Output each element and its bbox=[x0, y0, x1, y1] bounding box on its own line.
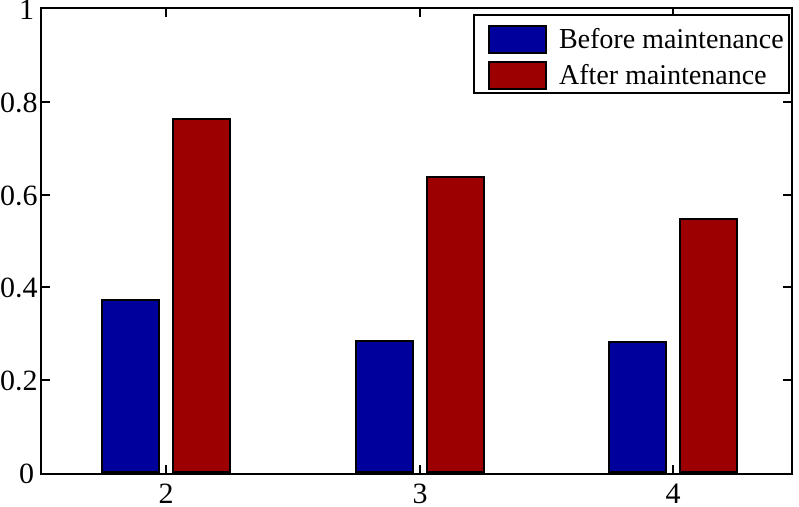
y-tick-label-0.6: 0.6 bbox=[0, 179, 38, 212]
x-tick-top-4 bbox=[672, 9, 674, 17]
y-tick-label-0.2: 0.2 bbox=[0, 364, 38, 397]
x-tick-label-4: 4 bbox=[665, 477, 681, 507]
y-tick-label-1: 1 bbox=[19, 0, 34, 26]
x-tick-bottom-2 bbox=[165, 465, 167, 473]
y-tick-right-0.4 bbox=[783, 286, 791, 288]
bar-after-maintenance-4 bbox=[679, 218, 738, 473]
x-tick-top-2 bbox=[165, 9, 167, 17]
legend-label-after-maintenance: After maintenance bbox=[559, 60, 767, 91]
y-tick-left-0.6 bbox=[42, 194, 50, 196]
x-tick-top-3 bbox=[419, 9, 421, 17]
y-tick-label-0: 0 bbox=[19, 457, 34, 490]
bar-after-maintenance-3 bbox=[426, 176, 485, 473]
legend: Before maintenance After maintenance bbox=[473, 14, 790, 94]
legend-swatch-after-maintenance bbox=[488, 61, 547, 90]
bar-after-maintenance-2 bbox=[172, 118, 231, 473]
x-tick-bottom-3 bbox=[419, 465, 421, 473]
y-tick-right-0.2 bbox=[783, 379, 791, 381]
x-tick-label-3: 3 bbox=[412, 477, 428, 507]
y-tick-label-0.8: 0.8 bbox=[0, 86, 38, 119]
y-tick-right-0.6 bbox=[783, 194, 791, 196]
bar-before-maintenance-4 bbox=[608, 341, 667, 473]
y-tick-right-0.8 bbox=[783, 101, 791, 103]
x-tick-label-2: 2 bbox=[158, 477, 174, 507]
legend-swatch-before-maintenance bbox=[488, 25, 547, 54]
y-tick-label-0.4: 0.4 bbox=[0, 271, 38, 304]
bar-before-maintenance-2 bbox=[101, 299, 160, 473]
y-tick-left-0.4 bbox=[42, 286, 50, 288]
bar-before-maintenance-3 bbox=[355, 340, 414, 473]
legend-label-before-maintenance: Before maintenance bbox=[559, 24, 784, 55]
x-tick-bottom-4 bbox=[672, 465, 674, 473]
y-tick-left-0.8 bbox=[42, 101, 50, 103]
y-tick-left-0.2 bbox=[42, 379, 50, 381]
